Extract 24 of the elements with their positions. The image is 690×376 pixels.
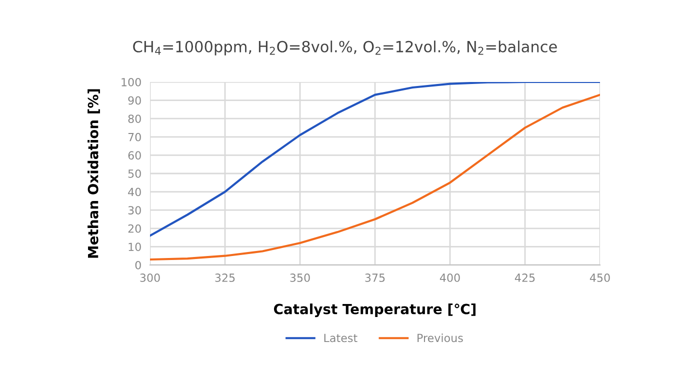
legend-label: Latest bbox=[324, 334, 358, 342]
y-tick-label: 50 bbox=[128, 169, 141, 178]
y-tick-label: 70 bbox=[128, 132, 141, 142]
y-tick-label: 90 bbox=[128, 96, 141, 105]
y-tick-label: 60 bbox=[128, 151, 141, 160]
y-tick-label: 30 bbox=[128, 206, 141, 214]
y-tick-label: 100 bbox=[122, 78, 141, 86]
y-tick-label: 20 bbox=[128, 224, 141, 233]
x-tick-label: 400 bbox=[440, 274, 460, 282]
y-tick-label: 40 bbox=[128, 188, 141, 196]
line-series bbox=[150, 94, 600, 261]
y-tick-label: 10 bbox=[128, 242, 141, 252]
x-tick-label: 425 bbox=[514, 274, 535, 282]
x-tick-label: 300 bbox=[140, 274, 160, 282]
y-axis-title: Methan Oxidation [%] bbox=[88, 89, 100, 258]
x-axis-title: Catalyst Temperature [℃] bbox=[274, 304, 476, 318]
x-tick-label: 375 bbox=[365, 274, 385, 282]
y-tick-label: 80 bbox=[128, 114, 141, 123]
legend-label: Previous bbox=[418, 334, 463, 342]
x-tick-label: 450 bbox=[590, 274, 610, 282]
y-tick-label: 0 bbox=[135, 260, 141, 270]
x-tick-label: 350 bbox=[290, 274, 310, 282]
x-tick-label: 325 bbox=[215, 274, 235, 282]
chart-title: CH$_{4}$=1000ppm, H$_{2}$O=8vol.%, O$_{2}$=12vol.%, N$_{2}$=balance bbox=[133, 40, 557, 56]
